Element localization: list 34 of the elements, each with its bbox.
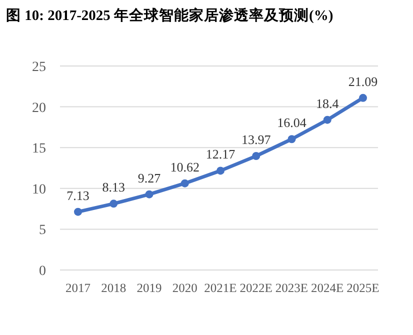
- point: [180, 179, 189, 188]
- data-label: 7.13: [66, 188, 90, 203]
- x-tick-label: 2023E: [275, 281, 308, 295]
- data-label: 10.62: [170, 159, 200, 174]
- x-tick-label: 2017: [66, 281, 90, 295]
- x-tick-label: 2024E: [311, 281, 344, 295]
- point: [288, 135, 296, 144]
- x-tick-label: 2020: [172, 281, 198, 295]
- point: [110, 200, 118, 208]
- point: [359, 94, 367, 102]
- point: [216, 166, 224, 175]
- data-label: 16.04: [277, 115, 307, 130]
- point: [252, 152, 260, 160]
- x-tick-label: 2019: [136, 281, 162, 295]
- y-tick-label: 25: [32, 60, 46, 75]
- data-label: 18.4: [316, 96, 340, 111]
- x-tick-label: 2025E: [346, 281, 380, 295]
- data-label: 9.27: [138, 170, 162, 186]
- point: [145, 190, 154, 198]
- data-label: 8.13: [102, 180, 125, 195]
- x-tick-label: 2021E: [204, 281, 238, 295]
- y-tick-label: 10: [32, 182, 46, 198]
- x-tick-label: 2018: [101, 281, 126, 295]
- y-tick-label: 0: [39, 264, 46, 279]
- y-tick-label: 20: [32, 100, 46, 116]
- data-label: 13.97: [242, 132, 272, 148]
- y-tick-label: 5: [39, 223, 46, 238]
- point: [74, 208, 82, 216]
- chart-title: 图 10: 2017-2025 年全球智能家居渗透率及预测(%): [6, 6, 334, 24]
- data-label: 12.17: [206, 146, 236, 162]
- x-tick-label: 2022E: [240, 281, 273, 295]
- y-tick-label: 15: [32, 142, 46, 157]
- data-label: 21.09: [348, 74, 378, 89]
- point: [323, 116, 332, 124]
